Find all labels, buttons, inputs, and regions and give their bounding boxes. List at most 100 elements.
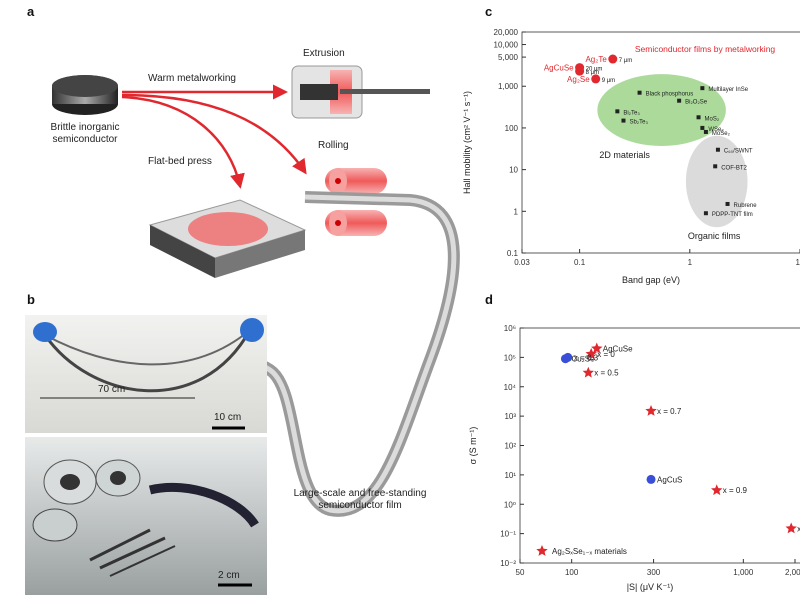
data-point — [785, 522, 797, 534]
x-axis-label: |S| (μV K⁻¹) — [627, 582, 674, 592]
point-label: MoSe₂ — [712, 131, 731, 137]
data-point — [615, 109, 620, 114]
point-label: Ag₂Se — [567, 75, 590, 84]
point-label: AgCuSe — [544, 64, 574, 73]
data-point — [585, 348, 597, 359]
data-point — [637, 90, 642, 95]
panel-label: a — [27, 4, 35, 19]
point-note: 7 μm — [619, 58, 632, 64]
plot-frame — [519, 327, 800, 564]
y-tick-label: 10⁴ — [504, 383, 517, 392]
data-point — [700, 125, 705, 130]
point-label: Cu₂Se — [571, 355, 595, 364]
label: Flat-bed press — [148, 156, 212, 167]
region — [597, 74, 726, 146]
label: 10 cm — [214, 412, 242, 423]
y-axis-label: Hall mobility (cm² V⁻¹ s⁻¹) — [462, 91, 472, 194]
data-point — [703, 129, 708, 134]
y-tick-label: 10⁵ — [504, 353, 516, 362]
data-point — [646, 474, 656, 484]
y-tick-label: 10⁶ — [504, 324, 516, 333]
data-point — [560, 354, 570, 364]
label: Large-scale and free-standing semiconduc… — [293, 488, 427, 511]
label: Brittle inorganic semiconductor — [50, 122, 120, 145]
point-note: 9 μm — [602, 78, 615, 84]
label: Warm metalworking — [148, 73, 236, 84]
point-label: AgCuS — [657, 475, 682, 484]
y-tick-label: 5,000 — [498, 53, 519, 62]
chart: 0.030.11100.11101001,0005,00010,00020,00… — [462, 28, 800, 285]
region-label: Organic films — [688, 231, 741, 241]
data-point — [715, 147, 720, 152]
plot-frame — [521, 31, 800, 254]
point-label: Bi₂Te₃ — [623, 110, 640, 116]
point-label: x = 0.3 — [574, 353, 599, 362]
point-label: x = 0.7 — [657, 407, 682, 416]
panel-label: b — [27, 292, 35, 307]
point-note: 8 μm — [586, 70, 599, 76]
label: 70 cm — [98, 384, 126, 395]
y-tick-label: 100 — [505, 124, 519, 133]
data-point — [711, 484, 723, 496]
point-label: Bi₂O₂Se — [685, 100, 708, 106]
panel-label: c — [485, 4, 493, 19]
data-point — [591, 342, 603, 354]
y-tick-label: 20,000 — [494, 28, 519, 37]
charts: 0.030.11100.11101001,0005,00010,00020,00… — [462, 28, 800, 592]
y-tick-label: 10 — [509, 166, 518, 175]
point-label: x = 1 — [797, 524, 800, 533]
point-label: MoS₂ — [705, 116, 720, 122]
point-label: COF-BT2 — [721, 165, 747, 171]
point-label: Black phosphorus — [646, 92, 694, 98]
x-tick-label: 2,000 — [785, 568, 800, 577]
y-tick-label: 10⁻² — [500, 559, 516, 568]
point-label: Ag₂Te — [585, 55, 607, 64]
x-axis-label: Band gap (eV) — [622, 275, 680, 285]
point-label: WSe₂ — [708, 127, 724, 133]
label: 2 cm — [218, 570, 240, 581]
point-label: x = 0.5 — [594, 369, 619, 378]
point-label: C₆₀/SWNT — [724, 149, 753, 155]
data-point — [713, 164, 718, 169]
label: Extrusion — [303, 48, 345, 59]
data-point — [591, 74, 601, 84]
x-tick-label: 0.1 — [574, 258, 586, 267]
point-label: PDPP-TNT film — [712, 212, 753, 218]
point-label: x = 0.9 — [723, 486, 748, 495]
y-tick-label: 10⁻¹ — [500, 530, 516, 539]
y-tick-label: 10,000 — [494, 41, 519, 50]
x-tick-label: 0.03 — [514, 258, 530, 267]
point-label: Sb₂Te₃ — [629, 120, 648, 126]
label: Rolling — [318, 140, 349, 151]
legend-marker — [536, 545, 548, 556]
y-tick-label: 1,000 — [498, 82, 519, 91]
x-tick-label: 100 — [565, 568, 579, 577]
point-label: x = 0 — [597, 350, 615, 359]
legend-entry: Semiconductor films by metalworking — [635, 44, 776, 54]
data-point — [696, 115, 701, 120]
data-point — [703, 211, 708, 216]
panel-label: d — [485, 292, 493, 307]
y-tick-label: 10⁰ — [504, 500, 516, 509]
data-point — [725, 201, 730, 206]
data-point — [700, 86, 705, 91]
y-tick-label: 10² — [504, 442, 516, 451]
y-axis-label: σ (S m⁻¹) — [468, 427, 478, 465]
point-note: 20 μm — [586, 67, 603, 73]
x-tick-label: 10 — [796, 258, 800, 267]
x-tick-label: 1,000 — [733, 568, 754, 577]
data-point — [608, 54, 618, 64]
data-point — [575, 66, 585, 76]
y-tick-label: 0.1 — [507, 249, 519, 258]
data-point — [621, 118, 626, 123]
point-label: Multilayer InSe — [708, 87, 748, 93]
panel-b-photos — [25, 315, 267, 595]
y-tick-label: 1 — [514, 207, 519, 216]
x-tick-label: 1 — [688, 258, 693, 267]
point-label: Rubrene — [734, 203, 758, 209]
y-tick-label: 10¹ — [504, 471, 516, 480]
y-tick-label: 10³ — [504, 412, 516, 421]
x-tick-label: 50 — [516, 568, 525, 577]
data-point — [677, 98, 682, 103]
